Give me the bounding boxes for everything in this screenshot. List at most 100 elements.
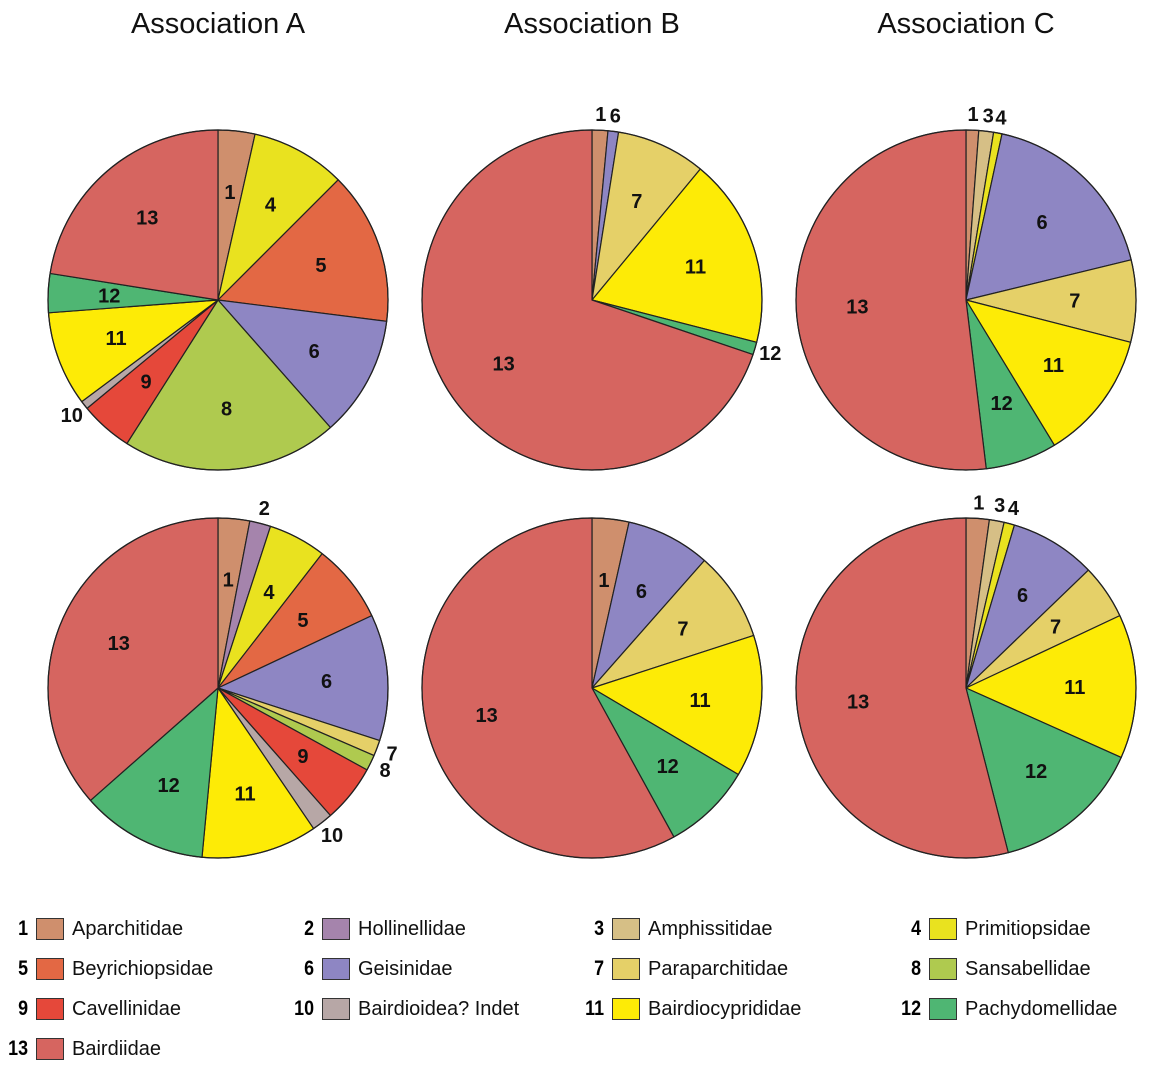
pie-outline — [47, 129, 389, 471]
slice-label-11: 11 — [690, 690, 711, 712]
legend-number: 13 — [8, 1037, 28, 1060]
slice-label-12: 12 — [759, 343, 781, 365]
slice-label-13: 13 — [136, 207, 158, 229]
slice-label-6: 6 — [1017, 585, 1028, 607]
slice-label-8: 8 — [379, 760, 390, 782]
pie-outline — [421, 129, 763, 471]
slice-label-6: 6 — [309, 341, 320, 363]
legend-swatch — [929, 918, 957, 940]
slice-label-4: 4 — [1008, 498, 1020, 520]
slice-label-13: 13 — [846, 297, 868, 319]
slice-label-13: 13 — [475, 705, 497, 727]
slice-label-12: 12 — [1025, 761, 1047, 783]
slice-label-7: 7 — [631, 191, 642, 213]
legend-swatch — [929, 998, 957, 1020]
pie-outline — [47, 517, 389, 859]
slice-label-12: 12 — [990, 393, 1012, 415]
slice-label-13: 13 — [492, 353, 514, 375]
legend-label: Geisinidae — [358, 957, 453, 980]
pie-outline — [795, 129, 1137, 471]
legend-swatch — [322, 958, 350, 980]
legend-item-1: 1 Aparchitidae — [0, 914, 183, 944]
legend-item-10: 10 Bairdioidea? Indet — [286, 994, 519, 1024]
legend-item-12: 12 Pachydomellidae — [893, 994, 1117, 1024]
pie-slice-13 — [49, 129, 219, 301]
column-title-association-b: Association B — [504, 8, 680, 40]
slice-label-11: 11 — [685, 256, 706, 278]
legend-item-7: 7 Paraparchitidae — [576, 954, 788, 984]
slice-label-4: 4 — [995, 107, 1007, 129]
slice-label-1: 1 — [598, 570, 609, 592]
legend-label: Aparchitidae — [72, 917, 184, 940]
legend-number: 12 — [901, 997, 921, 1020]
slice-label-2: 2 — [259, 498, 270, 520]
slice-label-9: 9 — [140, 372, 151, 394]
slice-label-1: 1 — [967, 104, 978, 126]
legend-item-6: 6 Geisinidae — [286, 954, 453, 984]
slice-label-11: 11 — [1043, 355, 1064, 377]
legend-item-4: 4 Primitiopsidae — [893, 914, 1091, 944]
legend-label: Sansabellidae — [965, 957, 1091, 980]
pie-slice-13 — [795, 129, 987, 471]
slice-label-10: 10 — [321, 825, 343, 847]
pie-top-association-b: 1 6 7 11 12 13 — [421, 104, 781, 471]
column-title-association-a: Association A — [130, 8, 306, 40]
legend-item-2: 2 Hollinellidae — [286, 914, 466, 944]
slice-label-7: 7 — [1050, 616, 1061, 638]
legend-label: Hollinellidae — [358, 917, 466, 940]
slice-label-1: 1 — [973, 492, 984, 514]
slice-label-6: 6 — [610, 106, 621, 128]
legend-number: 7 — [594, 957, 604, 980]
legend-swatch — [322, 918, 350, 940]
slice-label-6: 6 — [636, 581, 647, 603]
legend-swatch — [612, 918, 640, 940]
slice-label-6: 6 — [1036, 212, 1047, 234]
legend-swatch — [612, 958, 640, 980]
slice-label-7: 7 — [677, 618, 688, 640]
slice-label-8: 8 — [221, 399, 232, 421]
legend-swatch — [36, 958, 64, 980]
slice-label-12: 12 — [157, 775, 179, 797]
slice-label-11: 11 — [235, 783, 256, 805]
pie-bottom-association-b: 1 6 7 11 12 13 — [421, 517, 763, 859]
slice-label-9: 9 — [297, 746, 308, 768]
legend-item-8: 8 Sansabellidae — [893, 954, 1091, 984]
legend-number: 5 — [18, 957, 28, 980]
legend-item-9: 9 Cavellinidae — [0, 994, 181, 1024]
legend-swatch — [612, 998, 640, 1020]
slice-label-11: 11 — [106, 328, 127, 350]
slice-label-5: 5 — [315, 255, 326, 277]
slice-label-5: 5 — [297, 610, 308, 632]
legend-label: Primitiopsidae — [965, 917, 1091, 940]
slice-label-13: 13 — [847, 692, 869, 714]
legend-label: Pachydomellidae — [965, 997, 1118, 1020]
pie-outline — [795, 517, 1137, 859]
slice-label-11: 11 — [1064, 677, 1085, 699]
legend-number: 1 — [18, 917, 28, 940]
legend-number: 4 — [911, 917, 921, 940]
legend-label: Bairdioidea? Indet — [358, 997, 520, 1020]
slice-label-1: 1 — [224, 182, 235, 204]
legend-label: Bairdiidae — [72, 1037, 161, 1060]
legend-number: 3 — [594, 917, 604, 940]
legend-label: Amphissitidae — [648, 917, 773, 940]
slice-label-3: 3 — [994, 495, 1005, 517]
legend-number: 2 — [304, 917, 314, 940]
legend-item-5: 5 Beyrichiopsidae — [0, 954, 213, 984]
slice-label-4: 4 — [265, 195, 277, 217]
legend-label: Bairdiocyprididae — [648, 997, 802, 1020]
pie-outline — [421, 517, 763, 859]
legend-number: 11 — [585, 997, 604, 1020]
legend-number: 8 — [911, 957, 921, 980]
pie-top-association-a: 1 4 5 6 8 9 10 11 12 13 — [47, 129, 389, 471]
legend-item-13: 13 Bairdiidae — [0, 1034, 161, 1064]
legend-item-11: 11 Bairdiocyprididae — [576, 994, 801, 1024]
legend-number: 10 — [294, 997, 314, 1020]
legend-item-3: 3 Amphissitidae — [576, 914, 773, 944]
slice-label-12: 12 — [657, 756, 679, 778]
slice-label-13: 13 — [108, 633, 130, 655]
legend-swatch — [929, 958, 957, 980]
